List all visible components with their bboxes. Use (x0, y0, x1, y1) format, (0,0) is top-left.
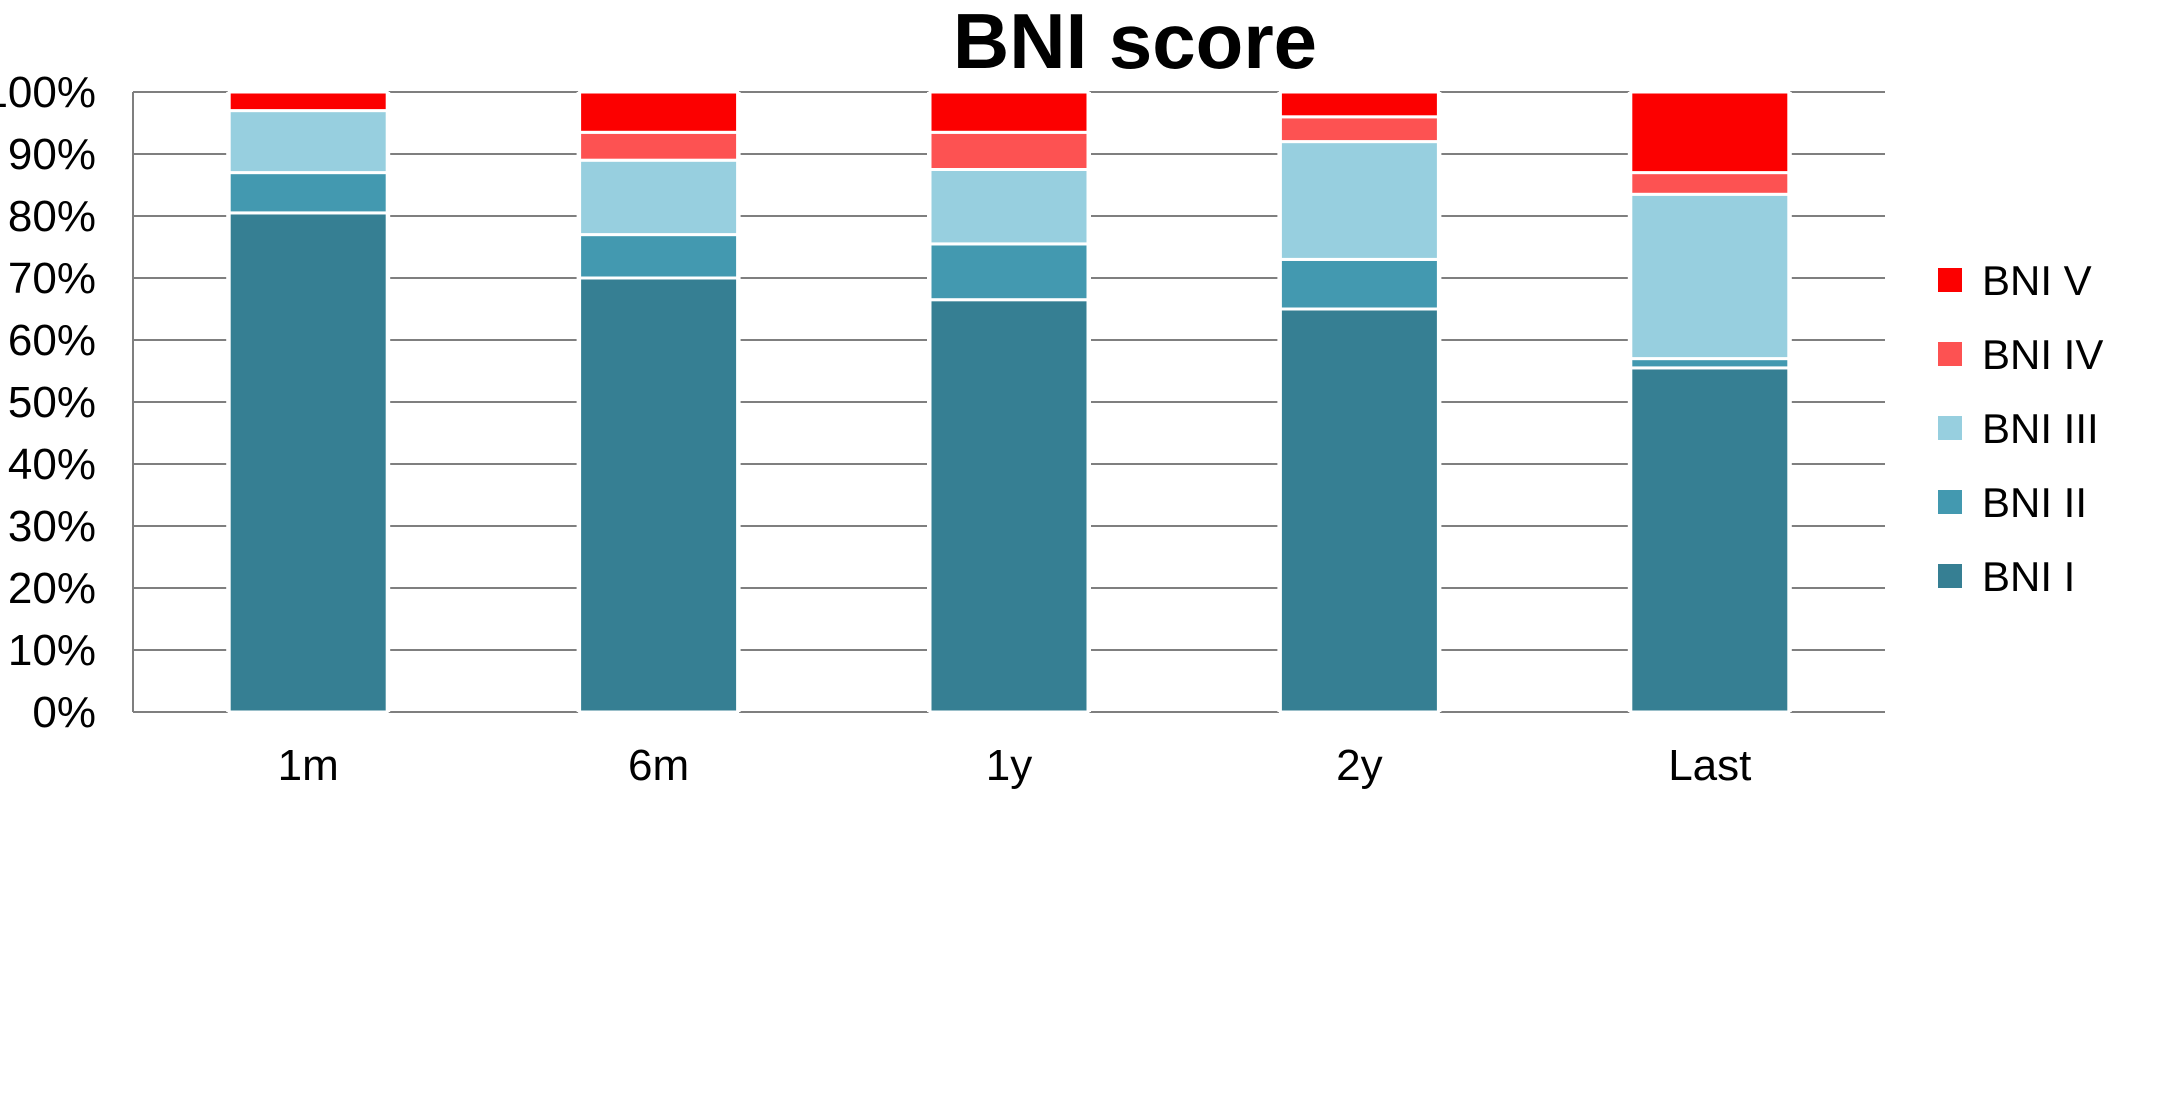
x-tick-label: 1y (986, 741, 1032, 790)
x-tick-label: 1m (278, 741, 339, 790)
y-tick-label: 100% (0, 68, 96, 117)
bar-bni-iii-1y (928, 168, 1090, 246)
legend-label: BNI IV (1982, 331, 2103, 378)
y-tick-label: 70% (8, 254, 96, 303)
legend-swatch (1938, 342, 1962, 366)
legend-label: BNI III (1982, 405, 2099, 452)
bar-bni-i-1m (227, 211, 389, 714)
bar-bni-v-2y (1278, 90, 1440, 119)
bar-bni-v-1y (928, 90, 1090, 134)
x-axis-ticks: 1m 6m 1y 2y Last (278, 741, 1752, 790)
y-tick-label: 20% (8, 564, 96, 613)
bar-bni-v-1m (227, 90, 389, 113)
x-tick-label: 2y (1336, 741, 1382, 790)
bar-bni-ii-2y (1278, 257, 1440, 311)
y-tick-label: 10% (8, 626, 96, 675)
bar-bni-iii-2y (1278, 140, 1440, 261)
y-tick-label: 60% (8, 316, 96, 365)
y-tick-label: 0% (32, 688, 96, 737)
bar-bni-iv-2y (1278, 115, 1440, 144)
bar-bni-v-6m (578, 90, 740, 134)
bar-bni-i-2y (1278, 307, 1440, 714)
bar-bni-iii-1m (227, 109, 389, 175)
bar-bni-i-6m (578, 276, 740, 714)
bar-bni-iv-6m (578, 130, 740, 162)
bars (226, 90, 1792, 714)
legend-swatch (1938, 416, 1962, 440)
bar-bni-v-last (1629, 90, 1791, 175)
legend-label: BNI I (1982, 553, 2075, 600)
bar-bni-ii-1m (227, 171, 389, 215)
y-axis-ticks: 0% 10% 20% 30% 40% 50% 60% 70% 80% 90% 100% (0, 68, 96, 737)
bar-bni-ii-6m (578, 233, 740, 280)
legend-label: BNI V (1982, 257, 2092, 304)
y-tick-label: 40% (8, 440, 96, 489)
bar-bni-iv-1y (928, 130, 1090, 172)
bar-bni-i-last (1629, 366, 1791, 714)
y-tick-label: 80% (8, 192, 96, 241)
y-tick-label: 90% (8, 130, 96, 179)
y-tick-label: 30% (8, 502, 96, 551)
legend-swatch (1938, 268, 1962, 292)
bar-bni-ii-1y (928, 242, 1090, 302)
legend-swatch (1938, 490, 1962, 514)
x-tick-label: 6m (628, 741, 689, 790)
bar-bni-iii-last (1629, 192, 1791, 361)
legend: BNI V BNI IV BNI III BNI II BNI I (1938, 257, 2103, 600)
bar-bni-iv-last (1629, 171, 1791, 196)
chart-title: BNI score (953, 0, 1317, 85)
legend-swatch (1938, 564, 1962, 588)
bar-bni-i-1y (928, 298, 1090, 714)
x-tick-label: Last (1668, 741, 1751, 790)
bar-bni-iii-6m (578, 158, 740, 237)
legend-label: BNI II (1982, 479, 2087, 526)
y-tick-label: 50% (8, 378, 96, 427)
